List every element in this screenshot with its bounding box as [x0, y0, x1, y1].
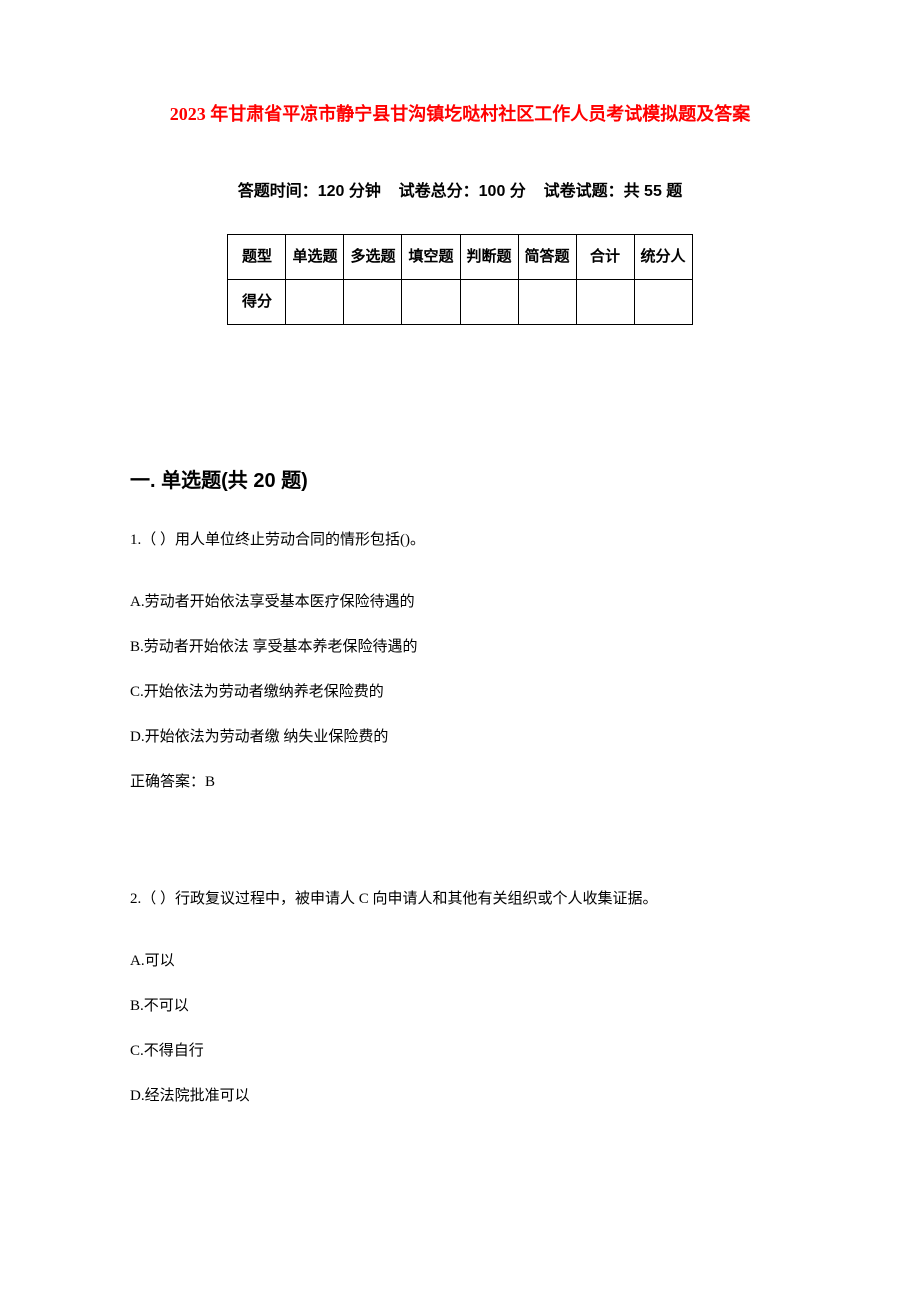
header-multi: 多选题	[344, 235, 402, 280]
question-1-answer: 正确答案：B	[130, 769, 790, 796]
question-1-option-c: C.开始依法为劳动者缴纳养老保险费的	[130, 679, 790, 706]
count-value: 共 55 题	[624, 183, 683, 200]
header-fill: 填空题	[402, 235, 460, 280]
count-label: 试卷试题：	[544, 183, 624, 200]
header-short: 简答题	[518, 235, 576, 280]
header-type: 题型	[228, 235, 286, 280]
score-judge	[460, 280, 518, 325]
total-label: 试卷总分：	[399, 183, 479, 200]
time-value: 120 分钟	[318, 183, 381, 200]
time-label: 答题时间：	[238, 183, 318, 200]
score-table: 题型 单选题 多选题 填空题 判断题 简答题 合计 统分人 得分	[227, 234, 692, 325]
section-title: 一. 单选题(共 20 题)	[130, 465, 790, 497]
header-judge: 判断题	[460, 235, 518, 280]
question-2-text: 2.（ ）行政复议过程中，被申请人 C 向申请人和其他有关组织或个人收集证据。	[130, 886, 790, 913]
question-1-option-d: D.开始依法为劳动者缴 纳失业保险费的	[130, 724, 790, 751]
score-short	[518, 280, 576, 325]
question-2-option-c: C.不得自行	[130, 1038, 790, 1065]
header-single: 单选题	[286, 235, 344, 280]
score-fill	[402, 280, 460, 325]
score-total	[576, 280, 634, 325]
header-total: 合计	[576, 235, 634, 280]
question-1-option-a: A.劳动者开始依法享受基本医疗保险待遇的	[130, 589, 790, 616]
question-2-option-a: A.可以	[130, 948, 790, 975]
table-header-row: 题型 单选题 多选题 填空题 判断题 简答题 合计 统分人	[228, 235, 692, 280]
score-single	[286, 280, 344, 325]
table-score-row: 得分	[228, 280, 692, 325]
question-2-option-b: B.不可以	[130, 993, 790, 1020]
exam-meta: 答题时间：120 分钟 试卷总分：100 分 试卷试题：共 55 题	[130, 179, 790, 205]
header-scorer: 统分人	[634, 235, 692, 280]
question-1-option-b: B.劳动者开始依法 享受基本养老保险待遇的	[130, 634, 790, 661]
score-scorer	[634, 280, 692, 325]
total-value: 100 分	[479, 183, 526, 200]
question-2-option-d: D.经法院批准可以	[130, 1083, 790, 1110]
document-title: 2023 年甘肃省平凉市静宁县甘沟镇圪哒村社区工作人员考试模拟题及答案	[130, 100, 790, 129]
score-multi	[344, 280, 402, 325]
score-label: 得分	[228, 280, 286, 325]
question-1-text: 1.（ ）用人单位终止劳动合同的情形包括()。	[130, 527, 790, 554]
